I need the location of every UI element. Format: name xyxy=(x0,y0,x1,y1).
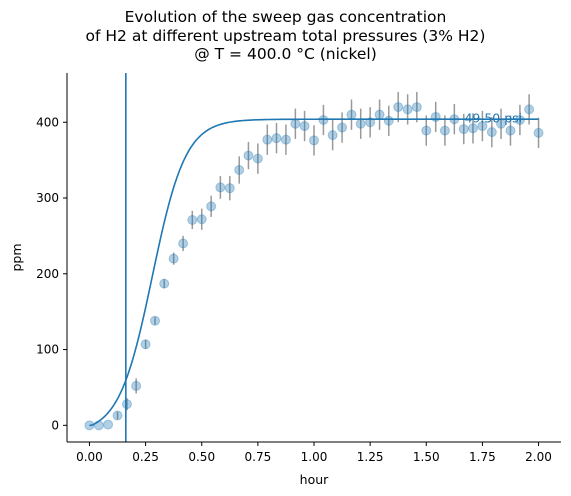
x-tick-label: 0.25 xyxy=(132,450,159,464)
x-tick-label: 0.50 xyxy=(188,450,215,464)
x-axis-label: hour xyxy=(300,472,329,487)
x-tick-label: 0.75 xyxy=(245,450,272,464)
data-point xyxy=(486,127,497,138)
data-point xyxy=(159,278,170,289)
data-point xyxy=(93,420,104,431)
y-tick-label: 100 xyxy=(36,343,59,357)
data-point xyxy=(533,127,544,138)
data-point xyxy=(458,124,469,135)
x-tick-label: 0.00 xyxy=(76,450,103,464)
series-label: 49.50 psi xyxy=(464,110,522,125)
data-point xyxy=(168,253,179,264)
data-point xyxy=(280,134,291,145)
errorbars-group xyxy=(116,91,540,420)
data-point xyxy=(215,182,226,193)
y-axis-label: ppm xyxy=(9,243,24,271)
data-point xyxy=(337,122,348,133)
data-point xyxy=(206,201,217,212)
data-point xyxy=(374,109,385,120)
data-point xyxy=(411,102,422,113)
data-point xyxy=(467,123,478,134)
x-tick-label: 1.25 xyxy=(357,450,384,464)
data-point xyxy=(524,104,535,115)
data-point xyxy=(299,121,310,132)
data-point xyxy=(477,121,488,132)
y-tick-label: 200 xyxy=(36,267,59,281)
chart-title-line-2: of H2 at different upstream total pressu… xyxy=(85,26,486,45)
data-point xyxy=(271,133,282,144)
fit-group xyxy=(89,118,539,427)
data-point xyxy=(262,134,273,145)
chart-title-line-1: Evolution of the sweep gas concentration xyxy=(124,8,447,26)
x-tick-label: 1.00 xyxy=(301,450,328,464)
y-tick-label: 300 xyxy=(36,191,59,205)
data-point xyxy=(421,125,432,136)
data-point xyxy=(103,419,114,430)
data-point xyxy=(402,104,413,115)
data-point xyxy=(224,183,235,194)
data-point xyxy=(430,111,441,122)
data-point xyxy=(121,399,132,410)
data-point xyxy=(243,150,254,161)
ticks-group: 0.00 0.25 0.50 0.75 1.00 1.25 1.50 1.75 2.00 0 100… xyxy=(36,115,552,464)
chart-title: Evolution of the sweep gas concentration… xyxy=(0,8,571,64)
x-tick-label: 2.00 xyxy=(525,450,552,464)
data-point xyxy=(112,410,123,421)
data-point xyxy=(178,238,189,249)
data-point xyxy=(131,380,142,391)
data-point xyxy=(234,164,245,175)
data-point xyxy=(140,339,151,350)
fit-curve xyxy=(89,118,539,427)
data-point xyxy=(309,135,319,146)
data-point xyxy=(393,102,404,113)
data-point xyxy=(252,153,263,164)
data-point xyxy=(290,118,301,129)
data-point xyxy=(346,109,357,120)
x-tick-label: 1.50 xyxy=(413,450,440,464)
y-tick-label: 0 xyxy=(51,418,59,432)
data-point xyxy=(150,315,161,326)
x-tick-label: 1.75 xyxy=(469,450,496,464)
chart-title-line-3: @ T = 400.0 °C (nickel) xyxy=(194,45,377,63)
data-point xyxy=(439,125,450,136)
data-point xyxy=(327,130,338,141)
data-point xyxy=(505,125,516,136)
data-point xyxy=(187,214,198,225)
data-point xyxy=(355,118,366,129)
data-point xyxy=(383,115,394,126)
y-tick-label: 400 xyxy=(36,115,59,129)
data-point xyxy=(196,214,207,225)
